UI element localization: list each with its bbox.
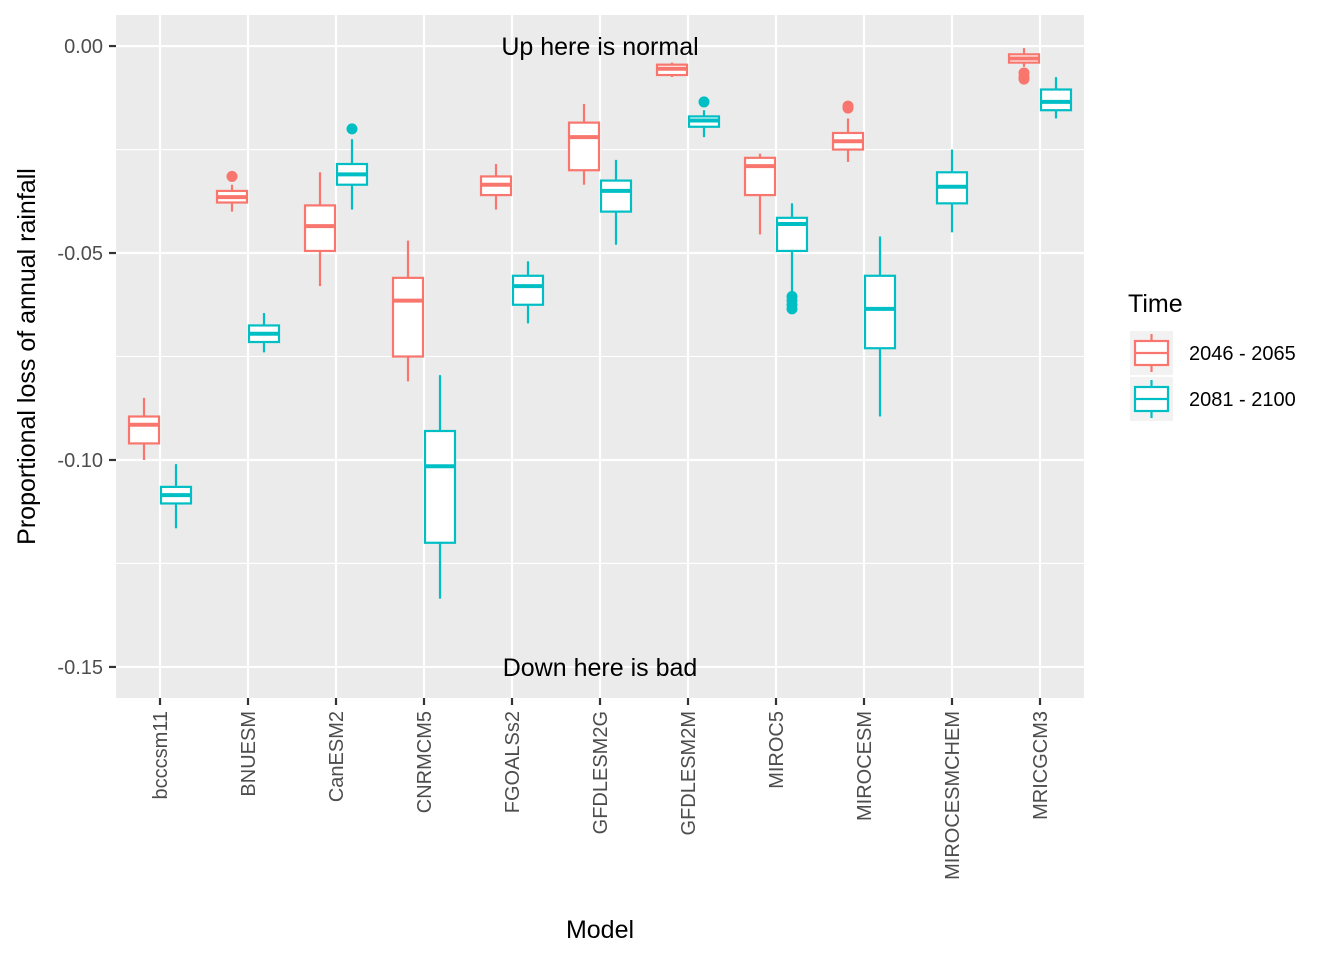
x-tick-label: GFDLESM2M <box>678 711 700 835</box>
box-BNUESM-1 <box>247 313 281 353</box>
x-tick-label: MIROCESM <box>854 711 876 821</box>
box-iqr <box>127 415 161 445</box>
legend-label-1: 2081 - 2100 <box>1189 389 1296 411</box>
box-MRICGCM3-0 <box>1007 48 1041 85</box>
box-GFDLESM2G-0 <box>567 103 601 185</box>
box-MIROCESM-0 <box>831 100 865 162</box>
box-MIROC5-0 <box>743 153 777 235</box>
x-tick-label: MRICGCM3 <box>1030 711 1052 820</box>
y-axis: 0.00 -0.05 -0.10 -0.15 <box>57 36 116 679</box>
outlier-point <box>842 102 854 114</box>
y-axis-title: Proportional loss of annual rainfall <box>13 168 41 545</box>
box-iqr <box>863 274 897 350</box>
box-GFDLESM2M-1 <box>687 96 721 138</box>
box-CanESM2-0 <box>303 172 337 287</box>
y-tick-label: -0.05 <box>57 243 103 265</box>
x-tick-label: GFDLESM2G <box>590 711 612 834</box>
box-iqr <box>599 179 633 213</box>
legend-key-0 <box>1130 331 1173 375</box>
legend-title: Time <box>1128 290 1183 318</box>
box-MIROCESMCHEM-1 <box>935 149 969 233</box>
box-iqr <box>511 274 545 306</box>
y-tick-label: -0.15 <box>57 657 103 679</box>
box-iqr <box>391 276 425 358</box>
x-tick-label: BNUESM <box>238 711 260 797</box>
x-tick-label: CanESM2 <box>326 711 348 802</box>
legend-key-1 <box>1130 377 1173 421</box>
y-tick-label: 0.00 <box>64 36 103 58</box>
box-CNRMCM5-1 <box>423 375 457 599</box>
x-axis: bcccsm11 BNUESM CanESM2 CNRMCM5 FGOALSs2 GFDL… <box>150 698 1052 880</box>
box-series <box>127 48 1073 599</box>
box-MRICGCM3-1 <box>1039 77 1073 119</box>
x-tick-label: bcccsm11 <box>150 711 172 800</box>
box-MIROCESM-1 <box>863 236 897 417</box>
box-FGOALSs2-1 <box>511 261 545 324</box>
annotation-0: Up here is normal <box>501 33 698 61</box>
box-bcccsm11-0 <box>127 397 161 460</box>
box-iqr <box>303 204 337 253</box>
legend-label-0: 2046 - 2065 <box>1189 343 1296 365</box>
annotations: Up here is normal Down here is bad <box>501 33 698 682</box>
x-tick-label: MIROCESMCHEM <box>942 711 964 880</box>
outlier-point <box>226 170 238 182</box>
box-iqr <box>423 429 457 544</box>
outlier-point <box>786 303 798 315</box>
box-MIROC5-1 <box>775 203 809 315</box>
box-CNRMCM5-0 <box>391 240 425 382</box>
x-axis-title: Model <box>566 916 634 944</box>
outlier-point <box>698 96 710 108</box>
box-FGOALSs2-0 <box>479 164 513 210</box>
outlier-point <box>346 123 358 135</box>
box-BNUESM-0 <box>215 170 249 212</box>
box-CanESM2-1 <box>335 123 369 210</box>
box-iqr <box>1039 88 1073 112</box>
box-iqr <box>743 156 777 197</box>
box-iqr <box>567 121 601 172</box>
legend: Time 2046 - 2065 2081 - 2100 <box>1128 290 1296 421</box>
box-bcccsm11-1 <box>159 464 193 529</box>
x-tick-label: MIROC5 <box>766 711 788 789</box>
y-tick-label: -0.10 <box>57 450 103 472</box>
annotation-1: Down here is bad <box>503 654 698 682</box>
box-GFDLESM2G-1 <box>599 159 633 245</box>
outlier-point <box>1018 73 1030 85</box>
box-GFDLESM2M-0 <box>655 62 689 78</box>
x-tick-label: FGOALSs2 <box>502 711 524 813</box>
x-tick-label: CNRMCM5 <box>414 711 436 813</box>
